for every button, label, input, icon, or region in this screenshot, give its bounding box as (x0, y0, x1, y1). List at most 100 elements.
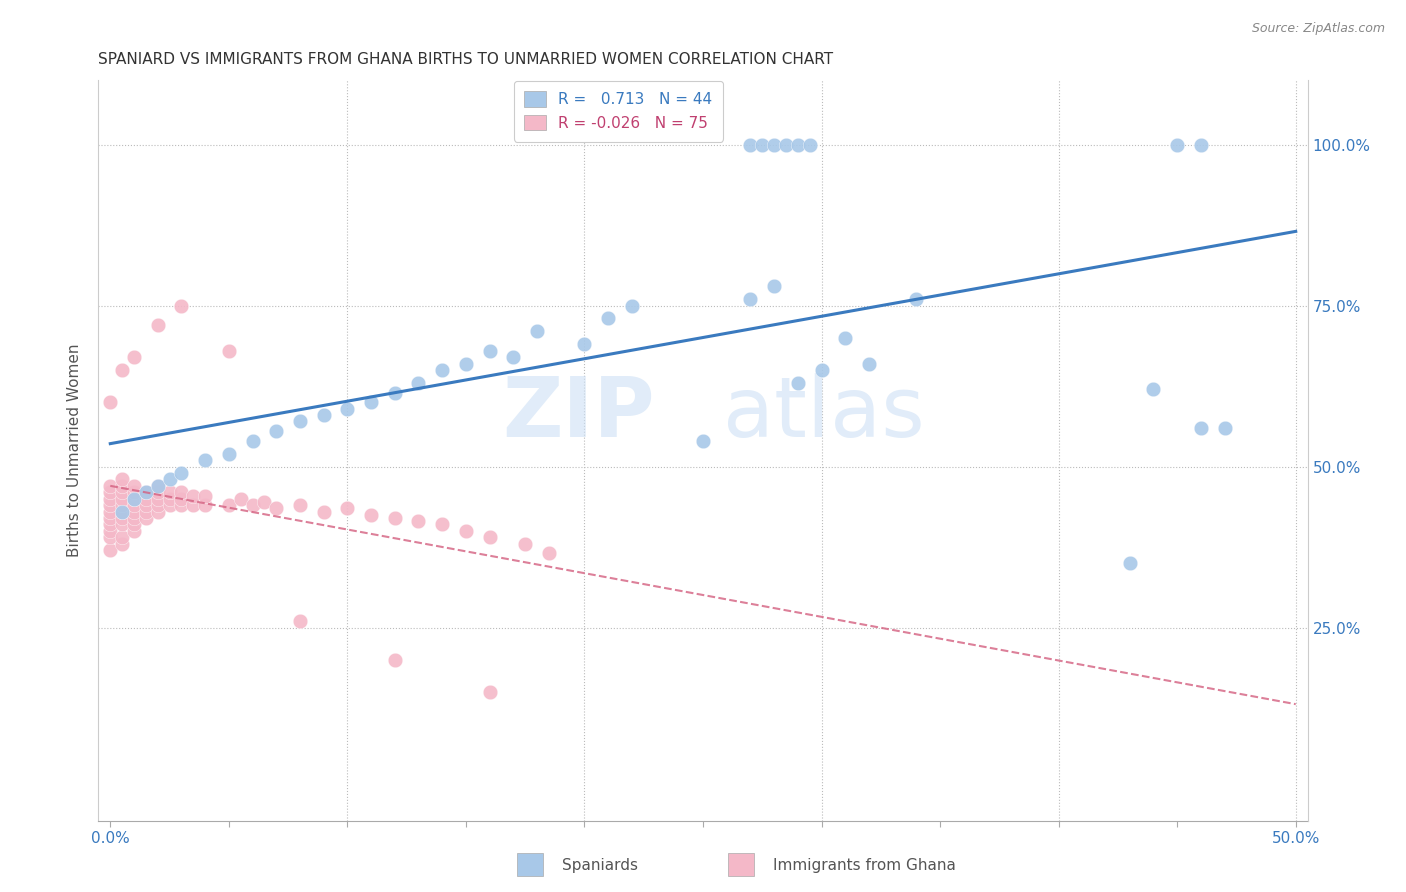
Point (135, 505, 157, 519)
Point (159, 498, 181, 512)
Point (858, 357, 880, 371)
Text: Spaniards: Spaniards (562, 858, 638, 872)
Point (1189, 421, 1212, 435)
Point (111, 505, 134, 519)
Point (98, 511, 121, 525)
Point (751, 137, 773, 152)
Point (1166, 137, 1188, 152)
Point (384, 653, 406, 667)
Point (98, 395, 121, 409)
Point (111, 472, 134, 486)
Point (1213, 421, 1236, 435)
Point (98, 505, 121, 519)
Point (454, 524, 477, 538)
Point (159, 485, 181, 500)
Point (740, 137, 762, 152)
Point (135, 485, 157, 500)
Point (111, 511, 134, 525)
Point (146, 318, 169, 332)
Point (432, 363, 454, 377)
Point (111, 491, 134, 506)
Point (146, 479, 169, 493)
Point (264, 424, 287, 438)
Point (360, 508, 382, 522)
Point (312, 505, 335, 519)
Point (515, 537, 537, 551)
Point (170, 485, 193, 500)
Point (159, 491, 181, 506)
Point (288, 614, 311, 628)
Point (384, 385, 406, 400)
Point (122, 491, 145, 506)
Point (384, 511, 406, 525)
Point (360, 395, 382, 409)
Point (763, 137, 786, 152)
Point (98, 491, 121, 506)
Point (170, 491, 193, 506)
Point (763, 279, 786, 293)
Point (170, 498, 193, 512)
Point (122, 505, 145, 519)
Point (834, 331, 856, 345)
Point (111, 479, 134, 493)
Point (620, 299, 643, 313)
Point (336, 401, 359, 416)
Point (146, 491, 169, 506)
Point (122, 511, 145, 525)
Point (122, 485, 145, 500)
Point (135, 511, 157, 525)
Point (905, 292, 928, 306)
Point (98, 530, 121, 544)
Point (111, 505, 134, 519)
Point (98, 524, 121, 538)
Point (111, 537, 134, 551)
Point (122, 350, 145, 364)
Point (218, 447, 240, 461)
Point (478, 685, 501, 699)
Point (98, 543, 121, 558)
Point (478, 343, 501, 358)
Text: ZIP: ZIP (502, 373, 655, 454)
Text: SPANIARD VS IMMIGRANTS FROM GHANA BIRTHS TO UNMARRIED WOMEN CORRELATION CHART: SPANIARD VS IMMIGRANTS FROM GHANA BIRTHS… (98, 52, 834, 67)
Point (242, 498, 264, 512)
Point (98, 517, 121, 532)
Point (159, 472, 181, 486)
Point (122, 498, 145, 512)
Point (218, 343, 240, 358)
Point (122, 479, 145, 493)
Point (111, 498, 134, 512)
Point (786, 137, 808, 152)
Point (122, 517, 145, 532)
Point (229, 491, 252, 506)
Point (786, 376, 808, 390)
Point (264, 501, 287, 516)
Point (432, 517, 454, 532)
Point (537, 546, 560, 560)
Point (146, 485, 169, 500)
Point (799, 137, 821, 152)
Point (194, 498, 217, 512)
Point (111, 485, 134, 500)
Text: Source: ZipAtlas.com: Source: ZipAtlas.com (1251, 22, 1385, 36)
Point (194, 453, 217, 467)
Point (478, 530, 501, 544)
Point (122, 491, 145, 506)
Y-axis label: Births to Unmarried Women: Births to Unmarried Women (67, 343, 83, 558)
Point (111, 530, 134, 544)
Point (170, 299, 193, 313)
Point (336, 501, 359, 516)
Point (408, 376, 430, 390)
Point (526, 324, 548, 338)
Point (111, 517, 134, 532)
Point (598, 311, 620, 326)
Point (111, 363, 134, 377)
Point (146, 505, 169, 519)
Point (98, 485, 121, 500)
Point (242, 434, 264, 448)
Point (135, 491, 157, 506)
Point (181, 498, 204, 512)
Point (170, 466, 193, 480)
Point (454, 357, 477, 371)
Point (574, 337, 596, 351)
Point (288, 415, 311, 429)
